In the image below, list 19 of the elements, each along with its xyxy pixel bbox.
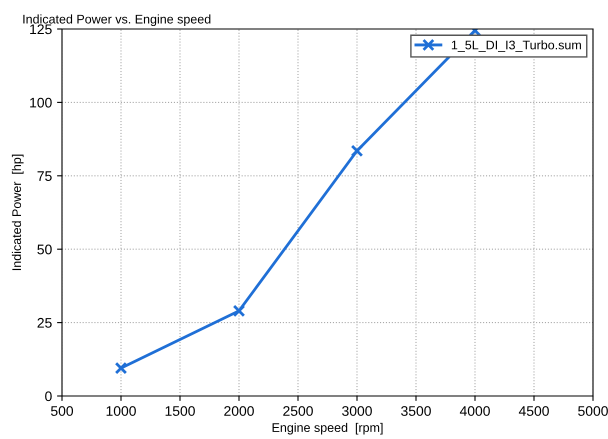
x-tick-label: 2500 [283, 406, 313, 416]
x-tick-label: 5000 [578, 406, 608, 416]
y-tick-label: 100 [30, 98, 52, 108]
x-tick-label: 3000 [342, 406, 372, 416]
x-tick-label: 4500 [518, 406, 549, 416]
y-axis-title: Indicated Power [hp] [12, 154, 24, 270]
y-tick-label: 50 [37, 244, 52, 254]
y-tick-label: 75 [38, 171, 52, 181]
y-tick-label: 0 [45, 391, 52, 402]
legend-label: 1_5L_DI_I3_Turbo.sum [452, 40, 581, 52]
x-tick-label: 500 [50, 406, 74, 416]
x-axis-title: Engine speed [rpm] [272, 422, 383, 434]
y-tick-label: 125 [30, 24, 52, 34]
x-tick-label: 3500 [401, 406, 431, 416]
x-tick-label: 2000 [224, 406, 254, 416]
x-tick-label: 4000 [460, 406, 490, 416]
x-tick-label: 1500 [166, 406, 195, 416]
x-tick-label: 1000 [106, 406, 136, 416]
y-tick-label: 25 [38, 318, 52, 328]
